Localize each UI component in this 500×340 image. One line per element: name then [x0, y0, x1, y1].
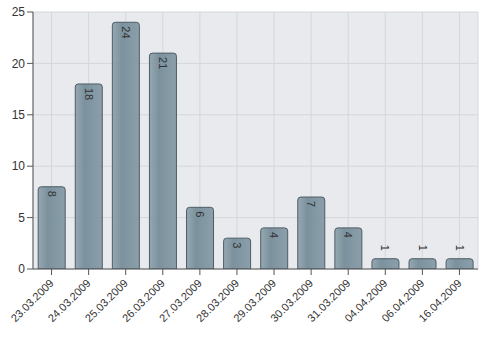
svg-text:25.03.2009: 25.03.2009 [82, 276, 130, 325]
svg-text:26.03.2009: 26.03.2009 [119, 276, 167, 325]
svg-text:16.04.2009: 16.04.2009 [416, 277, 463, 324]
svg-text:21: 21 [157, 57, 169, 69]
svg-text:25: 25 [12, 5, 26, 19]
svg-text:23.03.2009: 23.03.2009 [8, 276, 56, 325]
svg-text:24.03.2009: 24.03.2009 [45, 276, 93, 325]
svg-text:30.03.2009: 30.03.2009 [267, 276, 316, 325]
svg-text:04.04.2009: 04.04.2009 [342, 276, 390, 325]
svg-text:18: 18 [83, 88, 95, 100]
svg-text:5: 5 [18, 211, 25, 225]
svg-text:3: 3 [231, 242, 243, 248]
svg-text:8: 8 [46, 191, 58, 197]
svg-text:31.03.2009: 31.03.2009 [305, 276, 353, 325]
svg-text:28.03.2009: 28.03.2009 [193, 276, 242, 325]
svg-text:0: 0 [18, 262, 25, 276]
svg-text:27.03.2009: 27.03.2009 [156, 276, 205, 325]
svg-text:6: 6 [194, 211, 206, 217]
svg-text:1: 1 [379, 245, 391, 251]
svg-text:4: 4 [342, 232, 354, 238]
svg-text:1: 1 [417, 245, 429, 251]
svg-text:24: 24 [120, 26, 132, 38]
svg-text:20: 20 [12, 57, 26, 71]
svg-text:4: 4 [268, 232, 280, 238]
svg-text:7: 7 [305, 201, 317, 207]
svg-text:06.04.2009: 06.04.2009 [379, 276, 427, 325]
svg-text:10: 10 [12, 159, 26, 173]
svg-text:15: 15 [12, 108, 26, 122]
svg-text:29.03.2009: 29.03.2009 [230, 276, 279, 325]
svg-text:1: 1 [454, 245, 466, 251]
